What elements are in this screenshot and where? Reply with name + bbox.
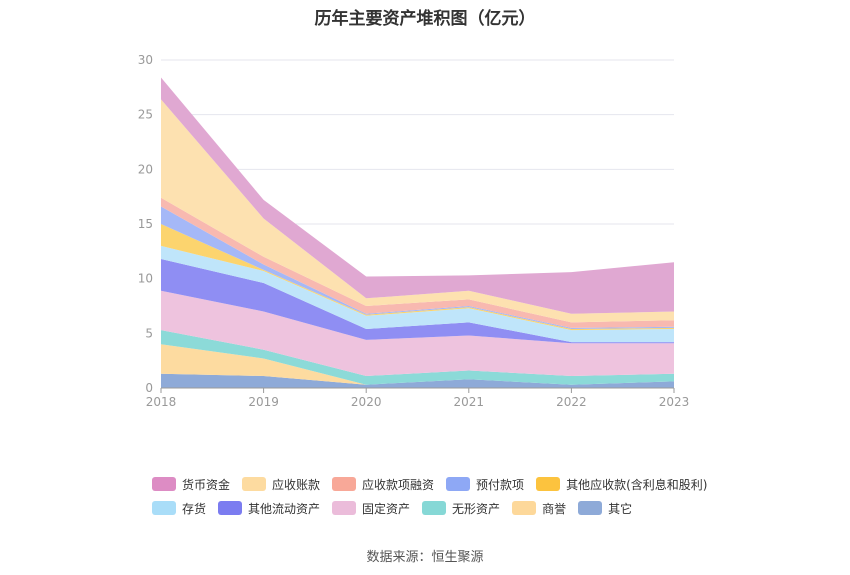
- legend-item[interactable]: 其它: [578, 500, 632, 517]
- legend-label: 其他应收款(含利息和股利): [566, 477, 708, 492]
- legend-label: 货币资金: [182, 477, 231, 492]
- legend-label: 其他流动资产: [248, 501, 321, 516]
- area-存货: [161, 245, 674, 343]
- legend-item[interactable]: 存货: [152, 500, 206, 517]
- legend-item[interactable]: 固定资产: [332, 500, 410, 517]
- legend-swatch: [152, 477, 176, 491]
- legend-label: 预付款项: [476, 477, 525, 492]
- legend-label: 应收账款: [272, 477, 321, 492]
- data-source: 数据来源：恒生聚源: [366, 550, 484, 565]
- legend-row-2: 存货 其他流动资产 固定资产 无形资产 商誉 其它: [152, 496, 752, 520]
- legend-label: 商誉: [542, 501, 567, 516]
- legend-item[interactable]: 货币资金: [152, 476, 230, 493]
- y-tick-label: 25: [138, 108, 153, 122]
- y-tick-label: 20: [138, 162, 153, 176]
- legend-swatch: [242, 477, 267, 491]
- area-应收账款: [161, 99, 674, 323]
- y-tick-label: 30: [138, 53, 153, 67]
- area-货币资金: [161, 77, 674, 314]
- area-其它: [161, 373, 674, 388]
- x-tick-label: 2019: [248, 395, 279, 409]
- legend-label: 固定资产: [362, 501, 411, 516]
- area-其他流动资产: [161, 259, 674, 344]
- legend-swatch: [512, 501, 537, 515]
- legend-item[interactable]: 其他流动资产: [218, 500, 320, 517]
- x-tick-label: 2018: [146, 395, 177, 409]
- chart-legend: 货币资金 应收账款 应收款项融资 预付款项 其他应收款(含利息和股利) 存货 其他流动资产…: [152, 472, 752, 520]
- x-tick-label: 2023: [659, 395, 690, 409]
- legend-swatch: [332, 501, 357, 515]
- legend-swatch: [218, 501, 243, 515]
- chart-title: 历年主要资产堆积图（亿元）: [314, 9, 536, 29]
- area-商誉: [161, 344, 674, 385]
- legend-swatch: [422, 501, 447, 515]
- legend-label: 存货: [182, 501, 207, 516]
- legend-item[interactable]: 无形资产: [422, 500, 500, 517]
- y-tick-label: 5: [145, 326, 153, 340]
- y-tick-label: 15: [138, 217, 153, 231]
- y-tick-label: 0: [145, 381, 153, 395]
- legend-item[interactable]: 其他应收款(含利息和股利): [536, 476, 707, 493]
- legend-item[interactable]: 预付款项: [446, 476, 524, 493]
- x-tick-label: 2020: [351, 395, 382, 409]
- area-固定资产: [161, 290, 674, 376]
- legend-label: 无形资产: [452, 501, 501, 516]
- stacked-area-chart: 0 5 10 15 20 25 30 2018 2019 2020 2021 2022 2023: [138, 53, 690, 409]
- x-tick-label: 2022: [556, 395, 587, 409]
- area-应收款项融资: [161, 197, 674, 328]
- legend-item[interactable]: 应收款项融资: [332, 476, 434, 493]
- legend-row-1: 货币资金 应收账款 应收款项融资 预付款项 其他应收款(含利息和股利): [152, 472, 752, 496]
- area-无形资产: [161, 330, 674, 385]
- x-tick-label: 2021: [454, 395, 485, 409]
- legend-swatch: [152, 501, 176, 515]
- legend-item[interactable]: 商誉: [512, 500, 566, 517]
- legend-label: 应收款项融资: [362, 477, 435, 492]
- legend-swatch: [332, 477, 357, 491]
- y-tick-label: 10: [138, 272, 153, 286]
- legend-swatch: [578, 501, 603, 515]
- legend-swatch: [446, 477, 471, 491]
- area-预付款项: [161, 206, 674, 329]
- legend-item[interactable]: 应收账款: [242, 476, 320, 493]
- legend-label: 其它: [608, 501, 633, 516]
- legend-swatch: [536, 477, 561, 491]
